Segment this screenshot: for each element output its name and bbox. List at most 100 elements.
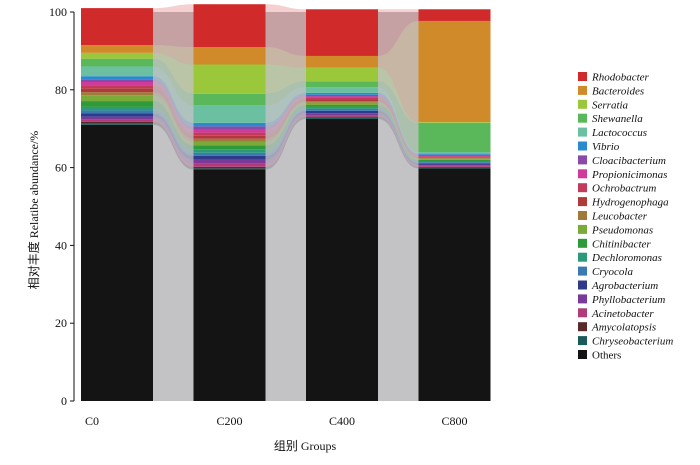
flow-amycolatopsis-c200 bbox=[265, 116, 306, 169]
flow-chitinibacter-c200 bbox=[265, 104, 306, 150]
bar-c400-shewanella bbox=[306, 81, 378, 88]
legend-label-chitinibacter: Chitinibacter bbox=[592, 238, 651, 250]
flow-pseudomonas-c0 bbox=[153, 95, 194, 146]
bar-c200-chitinibacter bbox=[193, 145, 266, 150]
flow-chryseobacterium-c200 bbox=[265, 117, 306, 170]
bar-c400-bacteroides bbox=[306, 55, 378, 68]
flow-cryocola-c200 bbox=[265, 108, 306, 156]
bar-c0-lactococcus bbox=[81, 66, 153, 77]
bar-c400-serratia bbox=[306, 67, 378, 82]
bar-c0-serratia bbox=[81, 52, 153, 59]
bar-c200-ochrobactrum bbox=[193, 132, 266, 136]
bar-c400-rhodobacter bbox=[306, 9, 378, 56]
legend-label-vibrio: Vibrio bbox=[592, 141, 620, 153]
legend-label-phyllobacterium: Phyllobacterium bbox=[591, 294, 665, 306]
flow-cloacibacterium-c0 bbox=[153, 79, 194, 130]
x-tick-label-c800: C800 bbox=[441, 414, 467, 428]
bar-c400-chryseobacterium bbox=[306, 117, 378, 119]
bar-c200-pseudomonas bbox=[193, 141, 266, 146]
legend-label-cryocola: Cryocola bbox=[592, 266, 633, 278]
bar-c800-propionicimonas bbox=[418, 155, 491, 157]
flow-acinetobacter-c200 bbox=[265, 115, 306, 167]
flow-cryocola-c0 bbox=[153, 110, 194, 156]
flow-lactococcus-c400 bbox=[378, 87, 419, 154]
bar-c400-propionicimonas bbox=[306, 96, 378, 98]
bar-c200-hydrogenophaga bbox=[193, 135, 266, 139]
flow-serratia-c400 bbox=[378, 67, 419, 123]
bar-c800-phyllobacterium bbox=[418, 164, 491, 166]
flow-bacteroides-c400 bbox=[378, 20, 419, 123]
bar-c800-hydrogenophaga bbox=[418, 157, 491, 158]
bar-c400-leucobacter bbox=[306, 101, 378, 103]
bar-c200-cryocola bbox=[193, 152, 266, 156]
bar-c200-chryseobacterium bbox=[193, 168, 266, 170]
bar-c800-ochrobactrum bbox=[418, 156, 491, 158]
bar-c0-chryseobacterium bbox=[81, 123, 153, 125]
x-tick-label-c400: C400 bbox=[329, 414, 355, 428]
bar-c0-bacteroides bbox=[81, 45, 153, 53]
gap-background-c400 bbox=[378, 12, 419, 401]
legend-swatch-chitinibacter bbox=[578, 238, 587, 248]
x-tick-label-c0: C0 bbox=[85, 414, 99, 428]
flow-agrobacterium-c200 bbox=[265, 110, 306, 160]
bar-c0-vibrio bbox=[81, 76, 153, 80]
flow-leucobacter-c0 bbox=[153, 92, 194, 142]
bar-c0-ochrobactrum bbox=[81, 85, 153, 89]
bar-c200-serratia bbox=[193, 64, 266, 94]
legend-swatch-others bbox=[578, 350, 587, 359]
legend-swatch-serratia bbox=[578, 99, 587, 109]
bar-c400-lactococcus bbox=[306, 87, 378, 93]
legend-swatch-acinetobacter bbox=[578, 308, 587, 318]
legend-label-chryseobacterium: Chryseobacterium bbox=[592, 336, 673, 348]
flow-rhodobacter-c200 bbox=[265, 4, 306, 56]
bar-c200-leucobacter bbox=[193, 138, 266, 142]
legend-swatch-agrobacterium bbox=[578, 280, 587, 290]
y-tick-label-0: 0 bbox=[61, 394, 67, 408]
bar-c0-cloacibacterium bbox=[81, 79, 153, 83]
bar-c400-cloacibacterium bbox=[306, 94, 378, 97]
legend-label-serratia: Serratia bbox=[592, 99, 629, 111]
bar-c200-lactococcus bbox=[193, 105, 266, 123]
legend-label-lactococcus: Lactococcus bbox=[591, 127, 647, 139]
flow-pseudomonas-c400 bbox=[378, 102, 419, 160]
flow-ochrobactrum-c0 bbox=[153, 85, 194, 136]
bar-c800-agrobacterium bbox=[418, 163, 491, 165]
flow-chitinibacter-c0 bbox=[153, 101, 194, 150]
bar-c400-others bbox=[306, 118, 378, 401]
bar-c0-cryocola bbox=[81, 110, 153, 114]
bar-c800-lactococcus bbox=[418, 152, 491, 154]
flow-phyllobacterium-c400 bbox=[378, 113, 419, 166]
legend-label-others: Others bbox=[592, 350, 621, 362]
legend-swatch-dechloromonas bbox=[578, 252, 587, 262]
bar-c200-phyllobacterium bbox=[193, 159, 266, 164]
legend-swatch-pseudomonas bbox=[578, 224, 587, 234]
legend-label-leucobacter: Leucobacter bbox=[591, 211, 648, 223]
flow-serratia-c0 bbox=[153, 52, 194, 94]
legend-swatch-vibrio bbox=[578, 141, 587, 151]
y-tick-label-40: 40 bbox=[55, 238, 67, 252]
flow-pseudomonas-c200 bbox=[265, 102, 306, 146]
flow-dechloromonas-c400 bbox=[378, 106, 419, 163]
flow-propionicimonas-c0 bbox=[153, 82, 194, 133]
flow-lactococcus-c200 bbox=[265, 87, 306, 123]
legend-label-hydrogenophaga: Hydrogenophaga bbox=[591, 197, 669, 209]
flow-cloacibacterium-c200 bbox=[265, 94, 306, 130]
bar-c400-chitinibacter bbox=[306, 104, 378, 107]
flow-propionicimonas-c200 bbox=[265, 96, 306, 133]
bar-c200-amycolatopsis bbox=[193, 166, 266, 169]
legend-label-dechloromonas: Dechloromonas bbox=[591, 252, 662, 264]
flow-chitinibacter-c400 bbox=[378, 104, 419, 161]
legend-swatch-shewanella bbox=[578, 113, 587, 123]
bar-c0-amycolatopsis bbox=[81, 121, 153, 124]
bar-c800-pseudomonas bbox=[418, 158, 491, 160]
flow-agrobacterium-c0 bbox=[153, 113, 194, 160]
legend-label-agrobacterium: Agrobacterium bbox=[591, 280, 658, 292]
flow-chryseobacterium-c0 bbox=[153, 123, 194, 170]
gap-background-c0 bbox=[153, 12, 194, 401]
flow-dechloromonas-c0 bbox=[153, 106, 194, 153]
flow-shewanella-c200 bbox=[265, 81, 306, 106]
bar-c200-agrobacterium bbox=[193, 155, 266, 160]
flow-phyllobacterium-c0 bbox=[153, 116, 194, 164]
flow-vibrio-c0 bbox=[153, 76, 194, 127]
bar-c200-shewanella bbox=[193, 93, 266, 106]
